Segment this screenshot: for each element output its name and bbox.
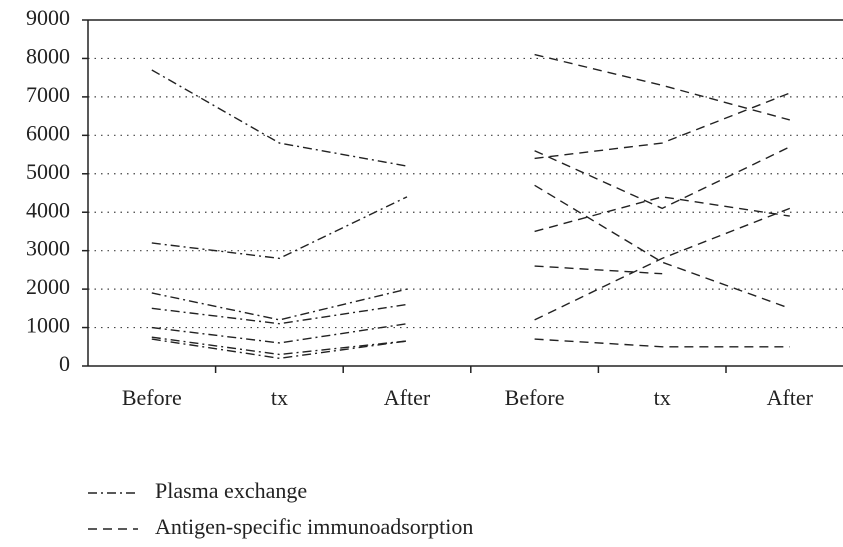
series-line — [151, 196, 408, 260]
x-tick-label: After — [384, 385, 431, 410]
series-line — [151, 303, 408, 325]
y-tick-label: 7000 — [26, 82, 70, 107]
series-line — [534, 184, 791, 309]
series-line — [534, 207, 791, 321]
y-tick-label: 3000 — [26, 236, 70, 261]
x-tick-label: tx — [654, 385, 671, 410]
legend-label: Plasma exchange — [155, 478, 307, 503]
series-line — [151, 338, 408, 360]
y-tick-label: 4000 — [26, 197, 70, 222]
series-line — [534, 146, 791, 210]
y-tick-label: 6000 — [26, 120, 70, 145]
series-line — [151, 323, 408, 344]
x-tick-label: After — [767, 385, 814, 410]
x-tick-label: Before — [505, 385, 565, 410]
series-line — [534, 196, 790, 233]
series-line — [534, 265, 663, 275]
y-tick-label: 2000 — [26, 274, 70, 299]
x-tick-label: tx — [271, 385, 288, 410]
y-tick-label: 1000 — [26, 313, 70, 338]
y-tick-label: 5000 — [26, 159, 70, 184]
legend-label: Antigen-specific immunoadsorption — [155, 514, 473, 539]
y-tick-label: 9000 — [26, 5, 70, 30]
series-line — [151, 288, 408, 321]
series-line — [534, 338, 790, 348]
series-line — [534, 92, 791, 160]
x-tick-label: Before — [122, 385, 182, 410]
series-line — [151, 69, 408, 167]
y-tick-label: 8000 — [26, 43, 70, 68]
series-line — [534, 53, 790, 121]
y-tick-label: 0 — [59, 351, 70, 376]
series-line — [151, 336, 408, 356]
